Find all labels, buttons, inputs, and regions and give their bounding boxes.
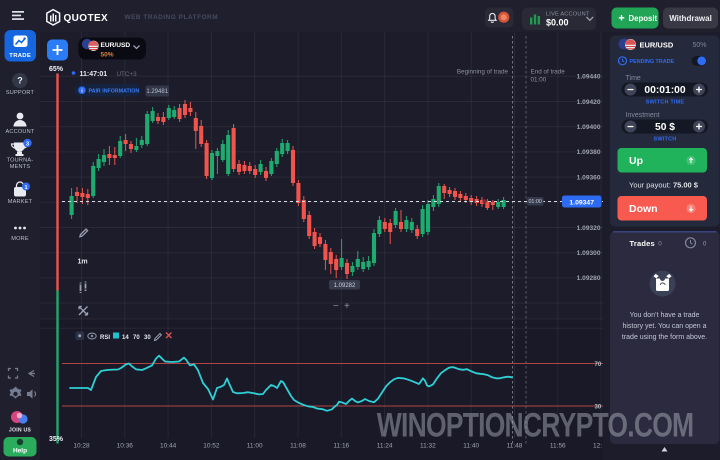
svg-text:1: 1 xyxy=(24,185,27,191)
svg-text:1.09347: 1.09347 xyxy=(569,199,594,206)
svg-text:50%: 50% xyxy=(692,42,706,49)
svg-text:MENTS: MENTS xyxy=(10,164,31,170)
svg-text:?: ? xyxy=(17,76,23,86)
svg-text:1.09380: 1.09380 xyxy=(577,149,601,156)
svg-text:Trades: Trades xyxy=(630,239,655,248)
svg-text:11:00: 11:00 xyxy=(247,443,263,450)
svg-text:JOIN US: JOIN US xyxy=(9,428,31,434)
svg-text:$0.00: $0.00 xyxy=(546,17,569,27)
svg-text:Up: Up xyxy=(629,155,643,167)
svg-text:65%: 65% xyxy=(49,66,64,73)
svg-text:11:16: 11:16 xyxy=(333,443,349,450)
svg-text:11:40: 11:40 xyxy=(463,443,479,450)
svg-text:70: 70 xyxy=(133,335,140,341)
svg-text:Withdrawal: Withdrawal xyxy=(669,14,712,23)
svg-text:+: + xyxy=(344,301,350,312)
svg-text:trade using the form above.: trade using the form above. xyxy=(622,334,707,341)
svg-text:EUR/USD: EUR/USD xyxy=(640,40,674,49)
svg-text:1.09360: 1.09360 xyxy=(577,174,601,181)
svg-text:01:00: 01:00 xyxy=(531,77,547,84)
svg-text:1.29481: 1.29481 xyxy=(146,89,168,95)
svg-text:30: 30 xyxy=(144,335,151,341)
svg-text:RSI: RSI xyxy=(100,335,110,341)
svg-text:MORE: MORE xyxy=(11,236,29,242)
svg-text:11:48: 11:48 xyxy=(507,443,523,450)
svg-text:ACCOUNT: ACCOUNT xyxy=(5,129,34,135)
svg-text:PAIR INFORMATION: PAIR INFORMATION xyxy=(89,89,140,95)
svg-text:11:08: 11:08 xyxy=(290,443,306,450)
svg-text:70: 70 xyxy=(595,362,602,368)
svg-text:1.09282: 1.09282 xyxy=(334,283,356,289)
svg-text:30: 30 xyxy=(595,405,602,411)
svg-text:11:24: 11:24 xyxy=(377,443,393,450)
svg-text:14: 14 xyxy=(122,335,129,341)
svg-text:End of trade: End of trade xyxy=(531,69,566,76)
svg-text:35%: 35% xyxy=(49,436,64,443)
svg-text:EUR/USD: EUR/USD xyxy=(101,42,131,49)
svg-text:You don’t have a trade: You don’t have a trade xyxy=(630,312,700,319)
svg-text:00:01:00: 00:01:00 xyxy=(644,85,685,96)
svg-text:Deposit: Deposit xyxy=(629,14,658,23)
svg-text:10:44: 10:44 xyxy=(160,443,177,450)
svg-text:1.09280: 1.09280 xyxy=(577,275,601,282)
svg-text:WEB TRADING PLATFORM: WEB TRADING PLATFORM xyxy=(125,14,219,21)
svg-text:11:47:01: 11:47:01 xyxy=(80,71,108,78)
svg-text:11:32: 11:32 xyxy=(420,443,436,450)
svg-text:PENDING TRADE: PENDING TRADE xyxy=(630,59,675,65)
svg-text:SWITCH TIME: SWITCH TIME xyxy=(646,100,685,106)
svg-text:10:36: 10:36 xyxy=(117,443,134,450)
svg-text:Time: Time xyxy=(626,75,641,82)
svg-text:3: 3 xyxy=(26,141,29,147)
svg-text:UTC+3: UTC+3 xyxy=(117,71,138,78)
svg-text:50 $: 50 $ xyxy=(655,122,675,133)
svg-text:50%: 50% xyxy=(101,51,114,58)
svg-text:QUOTEX: QUOTEX xyxy=(64,13,109,24)
svg-text:TOURNA-: TOURNA- xyxy=(7,158,34,164)
svg-text:Down: Down xyxy=(629,203,658,215)
svg-text:10:52: 10:52 xyxy=(203,443,220,450)
svg-text:0: 0 xyxy=(658,241,662,248)
svg-text:LIVE ACCOUNT: LIVE ACCOUNT xyxy=(546,12,590,18)
svg-text:i: i xyxy=(81,89,83,95)
svg-text:history yet. You can open a: history yet. You can open a xyxy=(622,323,706,330)
svg-text:10:28: 10:28 xyxy=(73,443,90,450)
svg-text:SUPPORT: SUPPORT xyxy=(6,90,35,96)
svg-text:SWITCH: SWITCH xyxy=(654,137,677,143)
svg-text:Help: Help xyxy=(13,448,27,455)
svg-text:1.09420: 1.09420 xyxy=(577,99,601,106)
svg-text:−: − xyxy=(333,301,339,312)
svg-text:1.09400: 1.09400 xyxy=(577,124,601,131)
svg-text:1m: 1m xyxy=(78,259,88,266)
svg-text:0: 0 xyxy=(703,241,707,247)
svg-text:Your payout: 75.00 $: Your payout: 75.00 $ xyxy=(629,181,699,190)
svg-text:Investment: Investment xyxy=(626,112,660,119)
svg-text:1.09300: 1.09300 xyxy=(577,250,601,257)
svg-text:1.09320: 1.09320 xyxy=(577,225,601,232)
svg-text:01:00: 01:00 xyxy=(528,199,542,205)
svg-text:1.09440: 1.09440 xyxy=(577,74,601,81)
svg-text:12:: 12: xyxy=(593,443,602,450)
svg-text:MARKET: MARKET xyxy=(8,199,33,205)
svg-text:Beginning of trade: Beginning of trade xyxy=(457,69,509,76)
svg-text:WINOPTIONCRYPTO.COM: WINOPTIONCRYPTO.COM xyxy=(377,406,694,444)
svg-text:TRADE: TRADE xyxy=(9,53,31,59)
svg-text:11:56: 11:56 xyxy=(550,443,566,450)
